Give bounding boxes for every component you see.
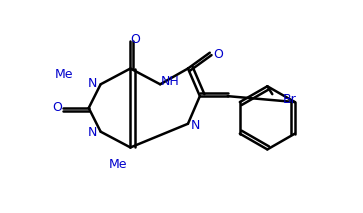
Text: O: O <box>52 101 62 114</box>
Text: O: O <box>213 48 223 61</box>
Text: N: N <box>88 77 97 90</box>
Text: Me: Me <box>54 68 73 81</box>
Text: O: O <box>130 33 140 46</box>
Text: N: N <box>88 126 97 139</box>
Text: NH: NH <box>161 75 179 88</box>
Text: N: N <box>191 119 201 132</box>
Text: Me: Me <box>109 158 128 171</box>
Text: Br: Br <box>282 93 296 106</box>
